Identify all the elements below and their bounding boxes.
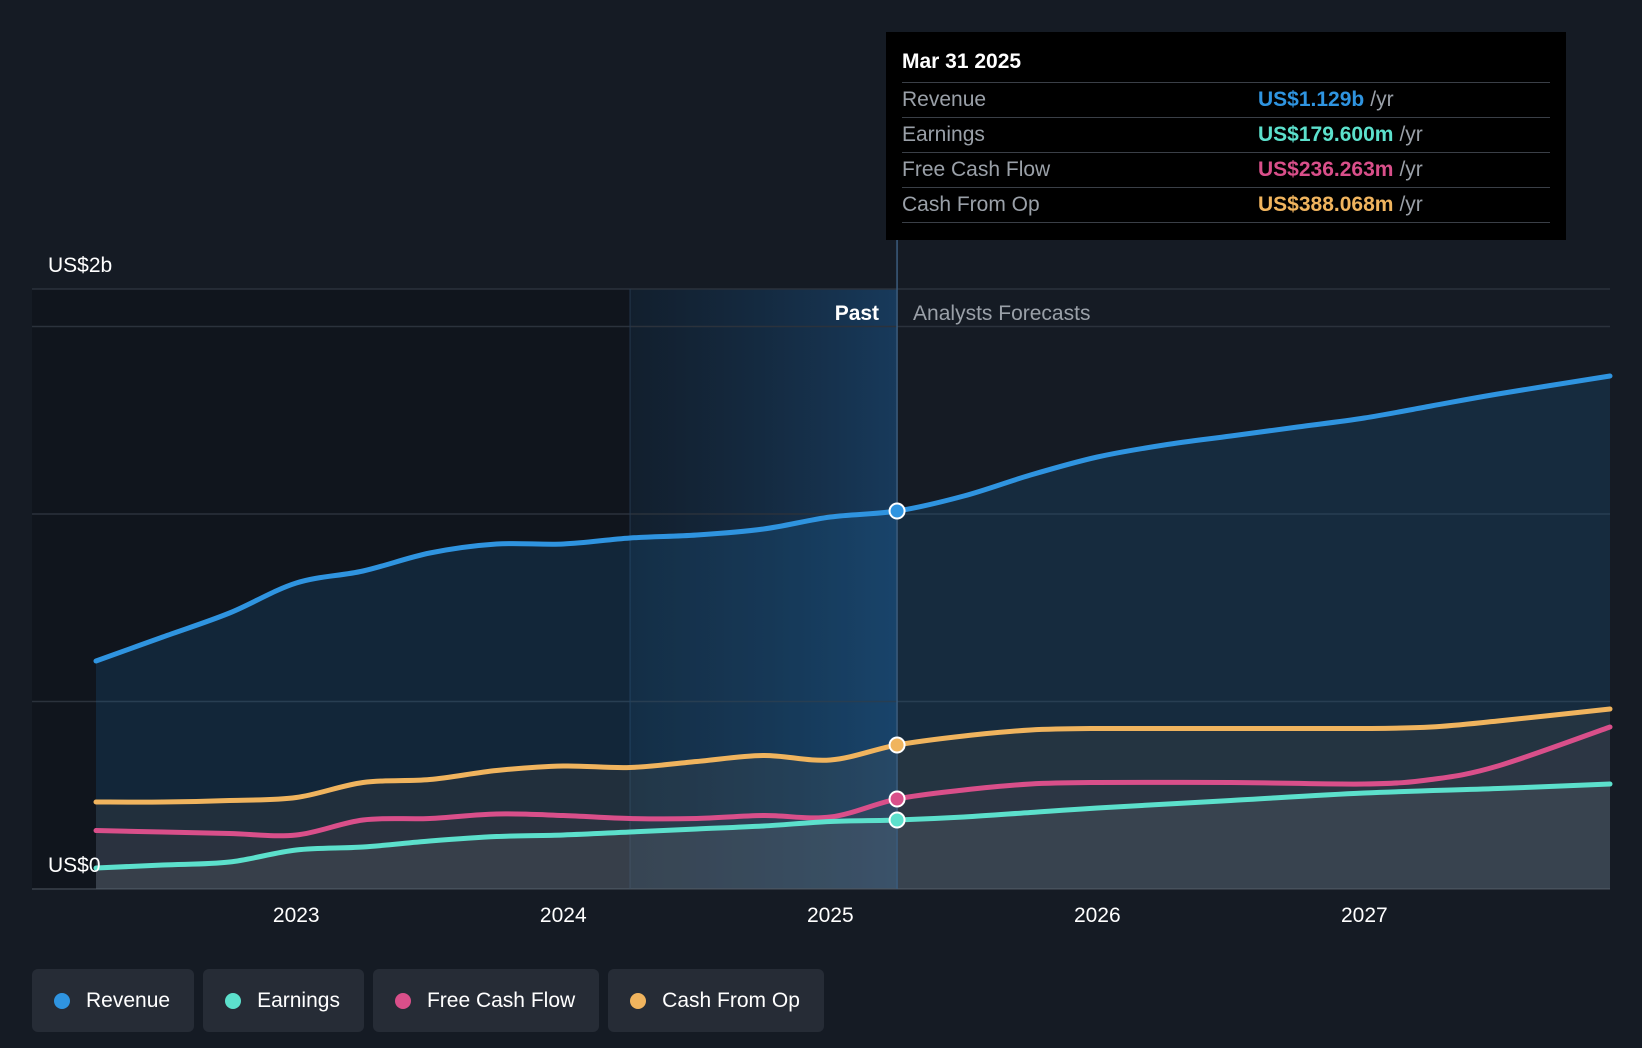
tooltip-label: Cash From Op xyxy=(902,193,1040,216)
tooltip-date: Mar 31 2025 xyxy=(902,46,1550,83)
earnings-marker xyxy=(888,811,906,829)
x-tick-label: 2024 xyxy=(540,904,587,927)
legend-label: Cash From Op xyxy=(662,988,800,1012)
tooltip-unit: /yr xyxy=(1399,123,1423,146)
legend-item-cash-from-op[interactable]: Cash From Op xyxy=(608,969,824,1032)
earnings-line xyxy=(93,781,1613,871)
legend-dot-icon xyxy=(54,992,70,1009)
free-cash-flow-area xyxy=(96,727,1610,889)
tooltip-value: US$236.263m xyxy=(1258,158,1394,181)
legend-item-free-cash-flow[interactable]: Free Cash Flow xyxy=(372,969,600,1032)
legend-label: Earnings xyxy=(257,988,340,1012)
revenue-area xyxy=(96,376,1610,889)
tooltip-unit: /yr xyxy=(1399,158,1423,181)
legend-dot-icon xyxy=(394,992,411,1009)
past-label: Past xyxy=(835,302,879,325)
cash-from-op-marker xyxy=(888,736,906,754)
tooltip-row-free-cash-flow: Free Cash Flow US$236.263m /yr xyxy=(902,153,1550,188)
legend-dot-icon xyxy=(225,992,242,1009)
series-lines xyxy=(93,373,1613,871)
tooltip-unit: /yr xyxy=(1399,193,1423,216)
axis-labels: US$2b US$0 Past Analysts Forecasts 2023 2024 2… xyxy=(48,254,1388,927)
forecast-label: Analysts Forecasts xyxy=(913,302,1090,325)
free-cash-flow-line xyxy=(93,724,1613,839)
tooltip-row-cash-from-op: Cash From Op US$388.068m /yr xyxy=(902,188,1550,223)
revenue-marker xyxy=(888,502,906,520)
tooltip-label: Earnings xyxy=(902,123,985,146)
revenue-line xyxy=(93,373,1613,664)
tooltip-value: US$1.129b xyxy=(1258,88,1365,111)
tooltip: Mar 31 2025 Revenue US$1.129b /yr Earnin… xyxy=(886,32,1566,240)
legend-label: Revenue xyxy=(86,988,171,1012)
legend-item-revenue[interactable]: Revenue xyxy=(32,969,195,1032)
tooltip-label: Revenue xyxy=(902,88,987,111)
highlight-region xyxy=(630,289,898,889)
free-cash-flow-marker xyxy=(888,790,906,808)
tooltip-row-earnings: Earnings US$179.600m /yr xyxy=(902,118,1550,153)
tooltip-row-revenue: Revenue US$1.129b /yr xyxy=(902,83,1550,118)
x-tick-label: 2025 xyxy=(807,904,854,927)
earnings-area xyxy=(96,784,1610,889)
legend: Revenue Earnings Free Cash Flow Cash Fro… xyxy=(32,969,824,1032)
x-tick-label: 2023 xyxy=(273,904,320,927)
tooltip-unit: /yr xyxy=(1370,88,1394,111)
y-axis-top-label: US$2b xyxy=(48,254,112,277)
tooltip-value: US$179.600m xyxy=(1258,123,1394,146)
tooltip-label: Free Cash Flow xyxy=(902,158,1051,181)
series-areas xyxy=(96,376,1610,889)
tooltip-value: US$388.068m xyxy=(1258,193,1394,216)
x-tick-label: 2027 xyxy=(1341,904,1388,927)
x-tick-label: 2026 xyxy=(1074,904,1121,927)
series-markers xyxy=(888,502,906,829)
legend-dot-icon xyxy=(630,992,647,1009)
gridlines xyxy=(32,288,1610,890)
legend-item-earnings[interactable]: Earnings xyxy=(203,969,364,1032)
legend-label: Free Cash Flow xyxy=(426,988,576,1012)
y-axis-bottom-label: US$0 xyxy=(48,854,101,877)
cash-from-op-line xyxy=(93,706,1613,805)
cash-from-op-area xyxy=(96,709,1610,889)
